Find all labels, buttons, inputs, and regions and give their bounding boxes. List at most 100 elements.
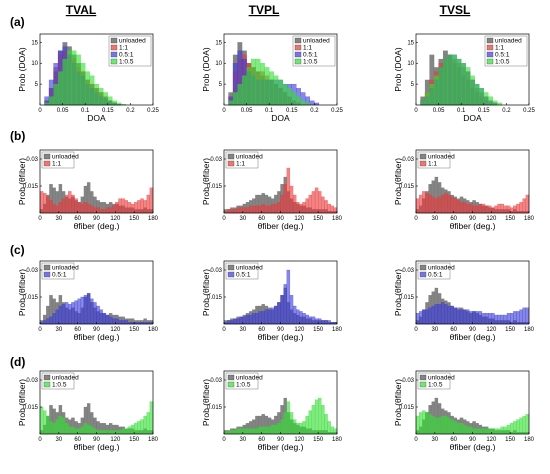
bar xyxy=(102,430,107,435)
bar xyxy=(283,412,287,435)
bar xyxy=(419,412,423,435)
bar xyxy=(447,417,451,435)
bar xyxy=(433,75,439,106)
legend-swatch xyxy=(486,58,494,65)
bar xyxy=(311,316,316,325)
x-tick-label: 30 xyxy=(55,216,62,222)
bar xyxy=(302,313,306,325)
bar xyxy=(127,426,132,435)
bar xyxy=(80,296,85,325)
bar xyxy=(71,194,75,214)
bar xyxy=(444,415,448,435)
bar xyxy=(64,194,69,214)
bar xyxy=(93,302,97,325)
legend-swatch xyxy=(419,153,427,160)
bar xyxy=(447,194,451,214)
bar xyxy=(450,196,454,214)
bar xyxy=(46,196,50,214)
panel-d-tval: 0 30 60 90 120 150 180 0.015 0.03 θfiber (deg.) Pr… xyxy=(17,370,159,452)
bar xyxy=(55,419,59,435)
bar xyxy=(419,194,423,214)
bar xyxy=(258,426,262,435)
bar xyxy=(227,209,231,214)
legend-entry: unloaded xyxy=(52,375,79,382)
bar xyxy=(453,421,457,435)
legend-swatch xyxy=(419,374,427,381)
y-tick-label: 0.03 xyxy=(210,157,222,163)
bar xyxy=(99,309,103,325)
bar xyxy=(434,304,439,325)
bar xyxy=(107,96,113,106)
bar xyxy=(522,307,526,325)
bar xyxy=(49,200,53,214)
x-tick-label: 0.15 xyxy=(102,108,114,114)
bar xyxy=(230,209,234,214)
x-tick-label: 90 xyxy=(277,437,284,443)
y-axis-label: Prob (θfiber) xyxy=(17,269,27,316)
bar xyxy=(248,428,253,435)
x-tick-label: 90 xyxy=(469,216,476,222)
legend-entry: 1:1 xyxy=(52,161,61,168)
x-tick-label: 0 xyxy=(222,437,226,443)
x-tick-label: 180 xyxy=(332,437,343,443)
bar xyxy=(105,314,110,325)
bar xyxy=(308,410,313,435)
bar xyxy=(481,313,486,325)
bar xyxy=(255,428,259,435)
bar xyxy=(428,307,432,325)
bar xyxy=(245,428,250,435)
x-tick-label: 0 xyxy=(38,437,42,443)
axes-frame xyxy=(415,33,530,106)
bar xyxy=(48,96,54,106)
y-axis-label: Prob (DOA) xyxy=(201,47,211,92)
x-tick-label: 60 xyxy=(450,216,457,222)
bar xyxy=(264,426,269,435)
panel-c-tvpl: 0 30 60 90 120 150 180 0.015 0.03 θfiber (deg.) Pr… xyxy=(201,260,343,342)
bar xyxy=(484,205,489,214)
y-tick-label: 10 xyxy=(215,61,222,67)
bar xyxy=(444,304,448,325)
x-tick-label: 120 xyxy=(110,216,121,222)
bar xyxy=(488,428,492,435)
legend-entry: unloaded xyxy=(236,154,263,161)
bar xyxy=(481,203,486,214)
bar xyxy=(492,100,498,106)
bar xyxy=(71,50,77,106)
bar xyxy=(260,63,265,106)
bar xyxy=(488,313,492,325)
bar xyxy=(233,430,237,435)
x-tick-label: 90 xyxy=(93,327,100,333)
bar xyxy=(472,311,476,325)
bar xyxy=(292,305,297,325)
bar xyxy=(258,311,262,325)
bar xyxy=(465,67,471,106)
bar xyxy=(308,194,313,214)
legend-swatch xyxy=(227,381,235,388)
series-0-5-1 xyxy=(415,302,530,325)
bar xyxy=(469,311,473,325)
series-1-1 xyxy=(223,167,338,214)
bar xyxy=(236,207,240,214)
x-tick-label: 60 xyxy=(258,437,265,443)
bar xyxy=(248,314,253,325)
legend-entry: unloaded xyxy=(52,154,79,161)
bar xyxy=(64,302,69,325)
bar xyxy=(108,430,113,435)
x-axis-label: DOA xyxy=(271,113,290,123)
bar xyxy=(506,424,511,435)
bar xyxy=(459,202,464,214)
bar xyxy=(450,419,454,435)
axes-frame xyxy=(39,33,154,106)
legend-swatch xyxy=(486,51,494,58)
x-tick-label: 0 xyxy=(414,327,418,333)
bar xyxy=(255,313,259,325)
bar xyxy=(422,410,426,435)
bar xyxy=(274,305,278,325)
x-tick-label: 90 xyxy=(469,327,476,333)
bar xyxy=(483,92,489,106)
bar xyxy=(270,203,275,214)
bar xyxy=(321,320,325,325)
bar xyxy=(227,320,231,325)
